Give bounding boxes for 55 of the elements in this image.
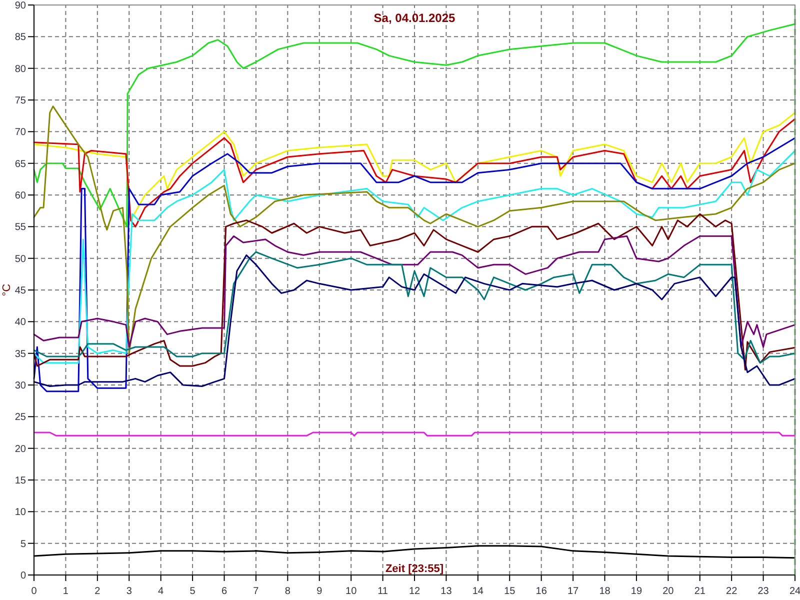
x-tick-label: 21 [694,586,706,597]
y-tick-label: 15 [14,476,26,486]
x-tick-label: 13 [440,586,452,597]
y-tick-label: 10 [14,507,26,518]
y-tick-label: 40 [14,317,26,328]
line-series [33,213,796,371]
y-tick-label: 85 [14,32,26,44]
line-series [33,150,796,364]
y-tick-label: 5 [20,538,26,550]
line-series [33,137,796,392]
x-tick-label: 5 [190,586,196,597]
y-axis-title: °C [1,284,13,296]
x-tick-label: 24 [789,586,800,597]
x-tick-label: 0 [31,586,38,597]
y-tick-label: 0 [20,570,26,582]
x-tick-label: 1 [62,586,69,597]
x-tick-label: 8 [284,586,291,597]
y-tick-label: 65 [14,158,26,170]
y-tick-label: 70 [14,127,26,138]
line-series [33,235,796,348]
line-series [33,251,796,364]
x-tick-label: 23 [758,586,770,597]
y-tick-label: 75 [14,96,26,106]
x-tick-label: 11 [378,586,388,597]
x-tick-label: 16 [536,586,548,597]
y-tick-label: 35 [14,348,26,360]
x-tick-label: 14 [472,586,484,597]
y-tick-label: 30 [14,380,26,392]
y-tick-label: 20 [14,444,26,455]
x-tick-label: 22 [726,586,738,597]
line-series [33,23,796,228]
x-tick-label: 17 [567,586,580,597]
x-tick-label: 10 [346,586,358,597]
x-tick-label: 9 [316,586,323,597]
x-tick-label: 6 [221,586,228,597]
x-tick-label: 12 [408,586,420,597]
x-tick-label: 7 [253,586,260,597]
line-series [33,254,796,388]
x-tick-label: 2 [94,586,101,597]
x-tick-label: 15 [504,586,516,597]
y-tick-label: 25 [14,412,26,424]
x-tick-label: 3 [126,586,132,597]
line-series [33,106,796,354]
y-tick-label: 90 [14,0,26,12]
x-tick-label: 20 [662,586,674,597]
x-tick-label: 18 [599,586,611,597]
y-tick-label: 55 [14,222,26,234]
y-tick-label: 45 [14,286,26,296]
y-tick-label: 60 [14,190,26,202]
x-tick-label: 4 [158,586,164,597]
x-axis-title: Zeit [23:55] [385,563,444,575]
y-tick-label: 50 [14,254,26,265]
x-tick-label: 19 [630,586,642,597]
text: Sa, 04.01.2025 [374,11,456,25]
y-tick-label: 80 [14,64,26,75]
